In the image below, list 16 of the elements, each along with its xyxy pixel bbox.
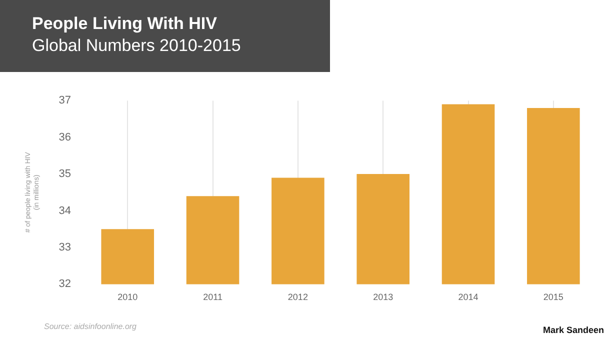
y-tick-label: 32 <box>58 278 72 290</box>
y-tick-label: 35 <box>58 168 72 180</box>
x-tick-label: 2012 <box>288 292 308 302</box>
chart-subtitle: Global Numbers 2010-2015 <box>32 36 241 56</box>
x-tick-label: 2010 <box>118 292 138 302</box>
source-note: Source: aidsinfoonline.org <box>44 322 137 331</box>
x-tick-label: 2013 <box>373 292 394 302</box>
x-tick-label: 2014 <box>458 292 478 302</box>
x-tick-label: 2011 <box>203 292 222 302</box>
x-tick-label: 2015 <box>543 292 564 302</box>
y-tick-label: 36 <box>58 131 72 144</box>
y-tick-label: 37 <box>58 94 72 107</box>
text: Mark Sandeen <box>542 325 604 335</box>
y-tick-label: 33 <box>58 242 72 254</box>
y-tick-label: 34 <box>58 204 72 217</box>
chart-title: People Living With HIV <box>32 14 217 34</box>
